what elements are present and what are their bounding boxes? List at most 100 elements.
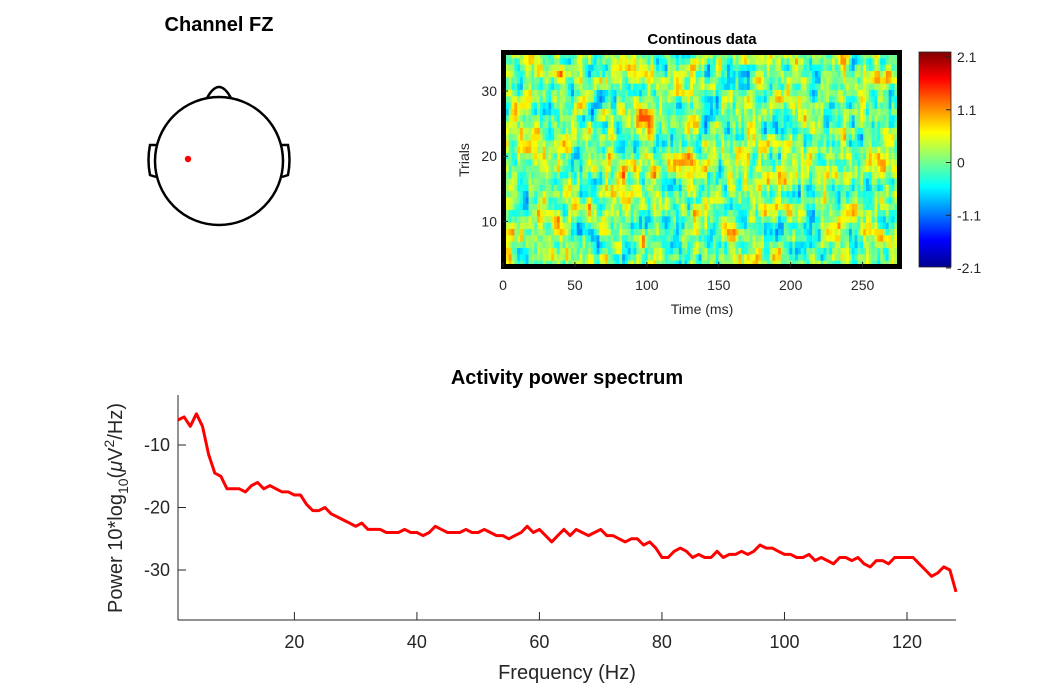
heatmap-cell [735,96,739,103]
heatmap-cell [619,77,623,85]
heatmap-cell [630,216,634,224]
heatmap-cell [712,222,717,230]
heatmap-cell [789,172,793,179]
heatmap-cell [545,64,549,72]
heatmap-cell [752,52,756,59]
heatmap-cell [624,140,629,148]
heatmap-cell [746,108,751,116]
heatmap-cell [741,115,745,122]
spectrum-y-axis-label: Power 10*log10(μV2/Hz) [101,403,131,613]
heatmap-cell [775,184,779,192]
heatmap-cell [718,102,722,110]
heatmap-cell [556,172,561,179]
heatmap-cell [732,134,736,141]
heatmap-cell [596,108,600,116]
heatmap-cell [848,146,853,154]
heatmap-cell [763,83,768,91]
heatmap-cell [721,229,725,236]
heatmap-cell [554,140,558,148]
heatmap-cell [803,89,807,97]
heatmap-cell [667,216,671,224]
heatmap-cell [610,115,614,122]
heatmap-cell [636,83,640,91]
heatmap-cell [605,254,609,262]
heatmap-cell [746,102,751,110]
heatmap-cell [605,165,609,173]
heatmap-cell [882,254,887,262]
heatmap-cell [888,89,892,97]
heatmap-cell [848,222,853,230]
heatmap-cell [772,197,776,205]
heatmap-cell [505,254,510,262]
heatmap-cell [633,134,637,141]
heatmap-cell [729,197,734,205]
heatmap-cell [692,77,697,85]
heatmap-cell [539,64,544,72]
heatmap-cell [863,127,867,135]
heatmap-cell [741,241,745,249]
heatmap-cell [775,172,779,179]
heatmap-cell [797,64,802,72]
heatmap-cell [803,216,807,224]
heatmap-cell [823,102,827,110]
heatmap-cell [792,229,796,236]
heatmap-cell [851,64,856,72]
heatmap-cell [885,184,890,192]
heatmap-cell [823,216,827,224]
heatmap-cell [749,191,753,198]
heatmap-cell [568,235,572,243]
heatmap-cell [539,134,544,141]
heatmap-cell [727,58,731,66]
heatmap-cell [834,184,839,192]
heatmap-cell [551,235,555,243]
heatmap-cell [650,241,654,249]
heatmap-cell [763,235,768,243]
heatmap-cell [712,203,717,211]
heatmap-cell [837,102,841,110]
heatmap-cell [534,140,538,148]
heatmap-cell [670,248,674,255]
heatmap-cell [627,203,632,211]
heatmap-cell [769,77,773,85]
heatmap-cell [582,254,586,262]
heatmap-cell [517,222,521,230]
heatmap-cell [522,159,527,167]
heatmap-cell [746,127,751,135]
heatmap-cell [718,140,722,148]
heatmap-cell [746,248,751,255]
heatmap-cell [735,235,739,243]
heatmap-cell [746,241,751,249]
heatmap-cell [588,83,592,91]
heatmap-cell [851,197,856,205]
heatmap-cell [542,115,546,122]
heatmap-cell [868,203,873,211]
heatmap-cell [823,248,827,255]
heatmap-cell [644,172,649,179]
heatmap-cell [727,102,731,110]
heatmap-cell [656,140,660,148]
heatmap-cell [880,222,884,230]
heatmap-cell [857,102,861,110]
heatmap-cell [650,216,654,224]
heatmap-cell [863,153,867,160]
heatmap-cell [792,58,796,66]
heatmap-cell [809,229,813,236]
heatmap-cell [667,146,671,154]
heatmap-cell [573,216,578,224]
heatmap-cell [874,184,878,192]
heatmap-cell [661,165,666,173]
heatmap-cell [795,58,799,66]
heatmap-cell [831,102,836,110]
heatmap-cell [721,248,725,255]
heatmap-cell [576,203,580,211]
heatmap-cell [508,121,512,129]
heatmap-cell [857,127,861,135]
heatmap-cell [579,146,583,154]
heatmap-cell [505,197,510,205]
heatmap-cell [658,96,663,103]
heatmap-cell [701,165,705,173]
heatmap-cell [775,222,779,230]
heatmap-cell [554,115,558,122]
heatmap-cell [520,184,524,192]
heatmap-cell [531,64,535,72]
